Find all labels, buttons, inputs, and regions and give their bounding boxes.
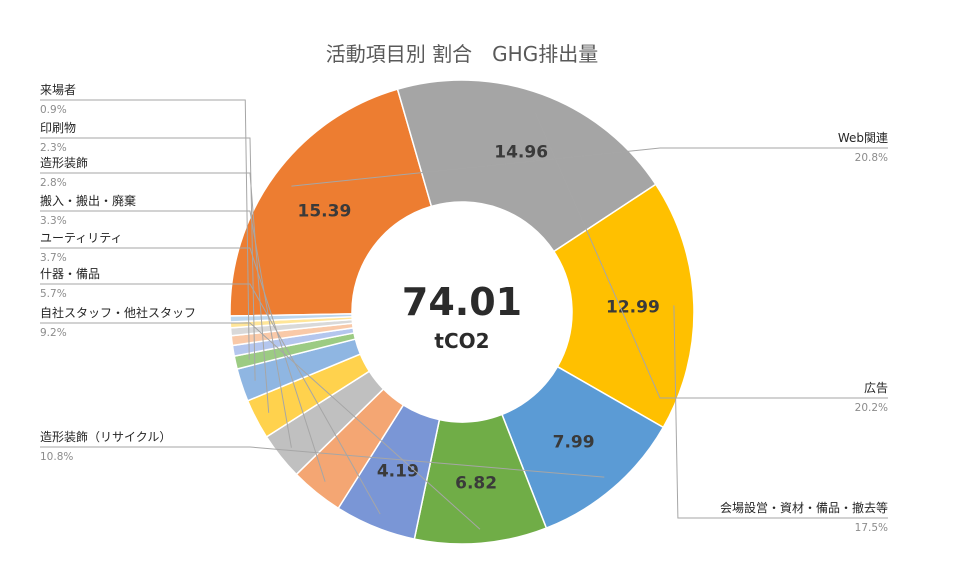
category-label: 印刷物	[40, 121, 76, 135]
category-percent: 5.7%	[40, 288, 67, 300]
leader-line	[40, 99, 250, 360]
category-label: 造形装飾	[40, 156, 88, 170]
leader-line	[40, 247, 326, 482]
leader-line	[40, 322, 481, 530]
category-label: 造形装飾（リサイクル）	[40, 430, 171, 444]
category-percent: 2.8%	[40, 177, 67, 189]
leader-line	[40, 446, 605, 478]
slices-group	[229, 79, 695, 545]
center-unit: tCO2	[434, 329, 489, 353]
category-percent: 20.2%	[855, 402, 888, 414]
category-label: Web関連	[838, 131, 888, 145]
value-label: 6.82	[455, 473, 497, 493]
category-label: ユーティリティ	[40, 231, 123, 245]
category-label: 搬入・搬出・廃棄	[40, 193, 136, 208]
leader-line	[534, 112, 888, 399]
chart-title: 活動項目別 割合 GHG排出量	[326, 42, 598, 66]
category-percent: 10.8%	[40, 451, 73, 463]
category-label: 広告	[864, 381, 888, 395]
leader-line	[291, 147, 888, 187]
donut-hole	[352, 202, 572, 422]
center-total: 74.01	[402, 280, 522, 324]
category-label: 什器・備品	[40, 266, 100, 281]
leader-line	[40, 283, 381, 515]
category-percent: 3.3%	[40, 215, 67, 227]
category-label: 来場者	[40, 83, 76, 97]
category-labels-group: Web関連 20.8% 広告 20.2% 会場設営・資材・備品・撤去等 17.5% 造形装飾…	[40, 83, 888, 534]
value-label: 14.96	[494, 143, 548, 163]
leader-line	[673, 305, 888, 519]
category-percent: 0.9%	[40, 104, 67, 116]
category-label: 自社スタッフ・他社スタッフ	[40, 305, 196, 320]
category-percent: 3.7%	[40, 252, 67, 264]
leader-line	[40, 210, 292, 448]
leader-line	[40, 137, 256, 381]
category-percent: 17.5%	[855, 522, 888, 534]
value-label: 12.99	[606, 298, 660, 318]
category-percent: 9.2%	[40, 327, 67, 339]
value-labels-group: 15.39 14.96 12.99 7.99 6.82 4.19	[298, 143, 660, 494]
value-label: 4.19	[377, 461, 419, 481]
category-label: 会場設営・資材・備品・撤去等	[720, 500, 888, 515]
category-percent: 20.8%	[855, 152, 888, 164]
value-label: 15.39	[298, 201, 352, 221]
value-label: 7.99	[553, 433, 595, 453]
category-percent: 2.3%	[40, 142, 67, 154]
leader-line	[40, 172, 270, 413]
